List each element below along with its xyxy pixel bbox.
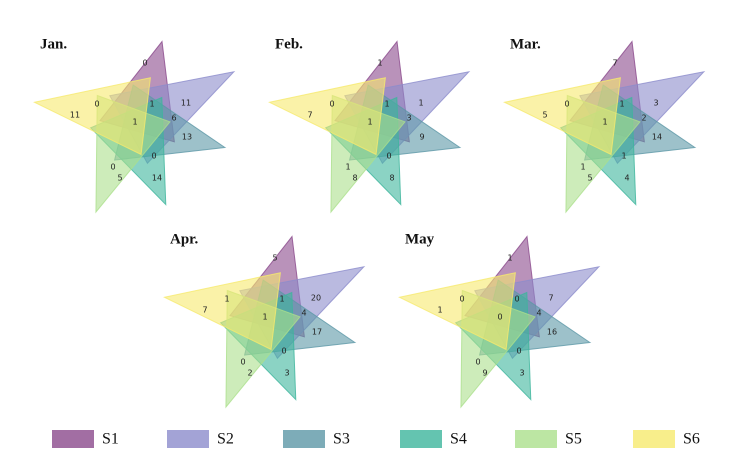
venn-panel: Apr. 5 20 17 3 2 7 1 4 0 0 1 1: [163, 231, 366, 409]
region-count: 14: [152, 174, 162, 183]
region-count: 1: [418, 99, 423, 108]
set-triangle: [163, 272, 281, 351]
region-count: 8: [352, 174, 357, 183]
region-count: 1: [224, 295, 229, 304]
legend-swatch: [52, 430, 94, 448]
set-triangle: [398, 272, 516, 351]
region-count: 5: [272, 254, 277, 263]
region-count: 1: [279, 295, 284, 304]
region-count: 7: [548, 294, 553, 303]
venn-panel: May 1 7 16 3 9 1 0 4 0 0 0 0: [398, 231, 601, 409]
region-count: 1: [437, 306, 442, 315]
region-count: 8: [389, 174, 394, 183]
set-triangle: [503, 77, 621, 156]
region-count: 3: [284, 369, 289, 378]
region-count: 5: [587, 174, 592, 183]
region-count: 13: [182, 133, 192, 142]
region-count: 4: [536, 309, 541, 318]
region-count: 9: [419, 133, 424, 142]
region-count: 1: [619, 100, 624, 109]
region-count: 0: [281, 347, 286, 356]
region-count: 0: [514, 295, 519, 304]
region-count: 1: [580, 163, 585, 172]
region-count: 1: [377, 59, 382, 68]
region-count: 9: [482, 369, 487, 378]
region-count: 1: [132, 118, 137, 127]
panel-title: Jan.: [40, 36, 67, 52]
region-count: 0: [94, 100, 99, 109]
region-count: 17: [312, 328, 322, 337]
region-count: 1: [621, 152, 626, 161]
region-count: 0: [475, 358, 480, 367]
region-count: 7: [307, 111, 312, 120]
region-count: 0: [240, 358, 245, 367]
region-count: 3: [519, 369, 524, 378]
region-count: 3: [406, 114, 411, 123]
region-count: 0: [564, 100, 569, 109]
region-count: 1: [149, 100, 154, 109]
region-count: 1: [602, 118, 607, 127]
panel-title: Apr.: [170, 231, 198, 247]
region-count: 0: [142, 59, 147, 68]
region-count: 1: [367, 118, 372, 127]
region-count: 0: [151, 152, 156, 161]
legend-swatch: [400, 430, 442, 448]
legend-label: S5: [565, 431, 582, 448]
panel-title: May: [405, 231, 435, 247]
region-count: 1: [262, 313, 267, 322]
legend-label: S6: [683, 431, 700, 448]
region-count: 7: [202, 306, 207, 315]
panel-title: Mar.: [510, 36, 541, 52]
legend-label: S1: [102, 431, 119, 448]
region-count: 0: [110, 163, 115, 172]
region-count: 5: [542, 111, 547, 120]
region-count: 5: [117, 174, 122, 183]
legend-label: S4: [450, 431, 467, 448]
legend-label: S3: [333, 431, 350, 448]
region-count: 6: [171, 114, 176, 123]
region-count: 0: [497, 313, 502, 322]
region-count: 20: [311, 294, 321, 303]
region-count: 14: [652, 133, 662, 142]
region-count: 4: [624, 174, 629, 183]
region-count: 0: [516, 347, 521, 356]
region-count: 1: [345, 163, 350, 172]
region-count: 11: [181, 99, 191, 108]
region-count: 7: [612, 59, 617, 68]
legend-label: S2: [217, 431, 234, 448]
region-count: 11: [70, 111, 80, 120]
set-triangle: [268, 77, 386, 156]
region-count: 4: [301, 309, 306, 318]
region-count: 0: [329, 100, 334, 109]
legend-swatch: [283, 430, 325, 448]
panel-title: Feb.: [275, 36, 303, 52]
legend-swatch: [167, 430, 209, 448]
region-count: 2: [641, 114, 646, 123]
legend-swatch: [515, 430, 557, 448]
region-count: 0: [386, 152, 391, 161]
set-triangle: [33, 77, 151, 156]
region-count: 1: [507, 254, 512, 263]
region-count: 16: [547, 328, 557, 337]
region-count: 1: [384, 100, 389, 109]
legend-swatch: [633, 430, 675, 448]
region-count: 0: [459, 295, 464, 304]
region-count: 2: [247, 369, 252, 378]
region-count: 3: [653, 99, 658, 108]
